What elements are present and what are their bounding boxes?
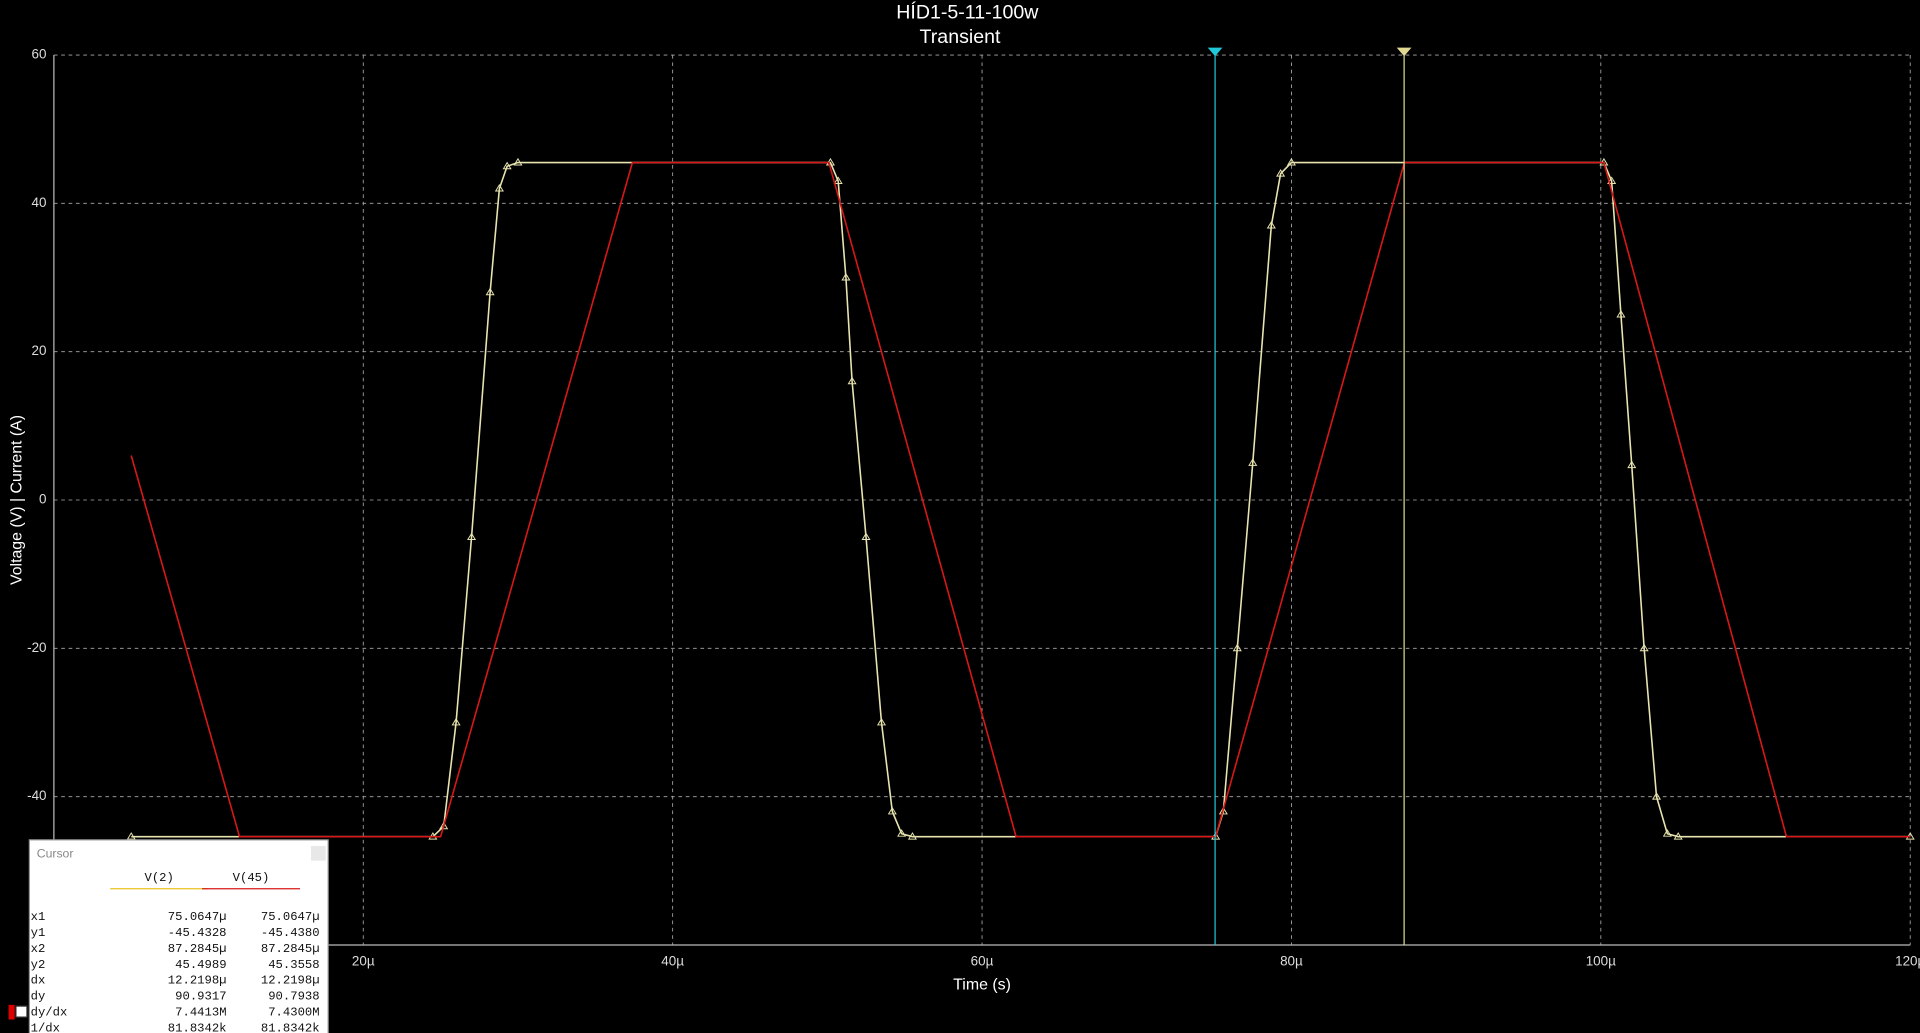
cell-value: 81.8342k (261, 1021, 320, 1033)
sample-marker (907, 832, 917, 840)
chart-subtitle: Transient (920, 26, 1001, 48)
x-tick-label: 80µ (1280, 954, 1303, 969)
cell-value: 12.2198µ (168, 974, 227, 988)
sample-marker (451, 717, 461, 726)
sample-marker (1639, 643, 1649, 652)
x-tick-label: 20µ (352, 954, 375, 969)
y-tick-label: 60 (32, 47, 47, 62)
column-header: V(2) (144, 871, 173, 885)
sample-marker (847, 376, 857, 385)
sample-marker (887, 806, 897, 815)
panel-title: Cursor (37, 847, 74, 861)
x-axis-label: Time (s) (953, 977, 1011, 994)
series-line (130, 161, 1911, 838)
panel-frame (28, 839, 329, 1033)
sample-marker (1651, 792, 1662, 800)
sample-marker (1248, 458, 1258, 466)
cell-value: 81.8342k (168, 1021, 227, 1033)
x-tick-label: 120µ (1895, 954, 1920, 969)
sample-marker (833, 176, 843, 185)
sample-marker (485, 287, 495, 296)
close-button[interactable] (311, 845, 326, 861)
cell-value: 45.4989 (175, 958, 226, 972)
cell-value: 87.2845µ (261, 942, 320, 956)
x-tick-label: 100µ (1586, 954, 1616, 969)
sample-marker (841, 272, 851, 281)
sample-marker (126, 832, 136, 840)
cell-value: 7.4413M (175, 1005, 226, 1019)
sample-marker (439, 821, 449, 830)
y-tick-label: 20 (32, 343, 47, 358)
sample-marker (467, 532, 477, 541)
cursor-panel[interactable]: Cursor V(2) V(45) x1 75.0647µ 75.0647µ y1 -45.… (8, 839, 329, 1033)
cell-value: 90.9317 (175, 990, 226, 1004)
row-label: x1 (31, 910, 46, 924)
sample-marker (861, 532, 871, 541)
cell-value: 75.0647µ (168, 910, 227, 924)
cell-value: -45.4380 (261, 926, 320, 940)
cell-value: 7.4300M (268, 1005, 319, 1019)
cursor-handle[interactable] (1396, 47, 1412, 57)
sample-marker (1607, 176, 1617, 185)
sample-marker (1286, 157, 1296, 166)
cell-value: 75.0647µ (261, 910, 320, 924)
y-axis-label: Voltage (V) | Current (A) (8, 415, 25, 585)
row-label: y1 (31, 926, 46, 940)
row-label: 1/dx (31, 1021, 60, 1033)
x-tick-label: 40µ (661, 954, 684, 969)
sample-marker (1218, 806, 1228, 815)
sample-marker (1276, 169, 1286, 177)
sample-marker (502, 161, 512, 170)
sample-marker (1232, 643, 1242, 652)
cell-value: 12.2198µ (261, 974, 320, 988)
plot-area: -40 -20 0 20 40 60 20µ 40µ 60µ 80µ 100µ 120µ (27, 47, 1920, 969)
y-tick-label: 0 (39, 492, 46, 507)
cell-value: 45.3558 (268, 958, 319, 972)
sample-marker (876, 717, 887, 726)
checkbox[interactable] (15, 1005, 28, 1018)
row-label: dy (31, 990, 46, 1004)
y-tick-label: -20 (27, 640, 46, 655)
cell-value: -45.4328 (168, 926, 227, 940)
cell-value: 90.7938 (268, 990, 319, 1004)
chart-title: HÍD1-5-11-100w (896, 1, 1039, 24)
row-label: dx (31, 974, 46, 988)
sample-marker (1673, 832, 1683, 840)
column-header: V(45) (233, 871, 270, 885)
sample-marker (513, 157, 523, 166)
sample-marker (1266, 220, 1276, 229)
y-tick-label: -40 (27, 788, 46, 803)
side-marker (8, 1004, 15, 1020)
row-label: x2 (31, 942, 46, 956)
sample-marker (1616, 309, 1626, 318)
row-label: y2 (31, 958, 46, 972)
sample-marker (494, 183, 504, 192)
series-line (131, 161, 1911, 838)
y-tick-label: 40 (32, 195, 47, 210)
cell-value: 87.2845µ (168, 942, 227, 956)
cursor-handle[interactable] (1207, 47, 1223, 57)
sample-marker (1627, 460, 1637, 469)
row-label: dy/dx (31, 1005, 68, 1019)
sample-marker (897, 829, 907, 837)
x-tick-label: 60µ (971, 954, 994, 969)
sample-marker (1662, 829, 1672, 837)
